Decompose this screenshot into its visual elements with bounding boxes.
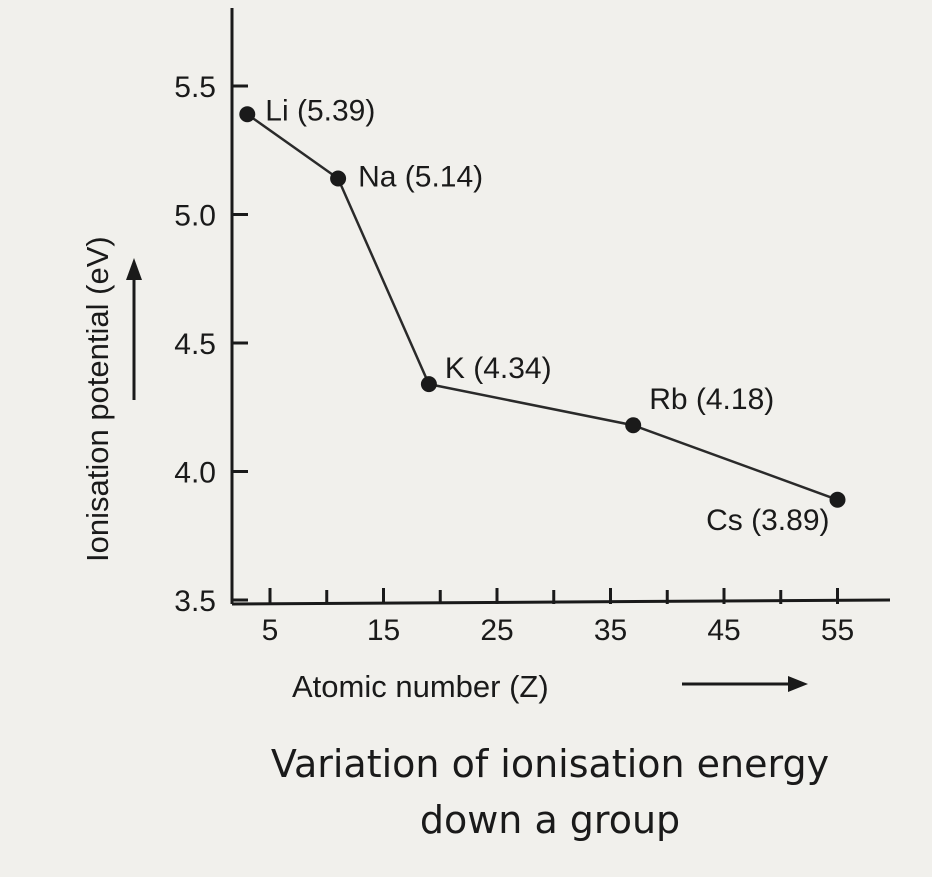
- y-ticks: 3.5 4.0 4.5 5.0 5.5: [174, 71, 248, 618]
- data-point-label: K (4.34): [445, 352, 552, 385]
- y-tick-label: 5.5: [174, 71, 216, 104]
- data-point: [625, 417, 642, 434]
- point-labels: Li (5.39) Na (5.14) K (4.34) Rb (4.18) Cs (3…: [265, 94, 829, 537]
- x-ticks: 5 15 25 35 45 55: [262, 588, 854, 647]
- caption-line-2: down a group: [419, 798, 681, 842]
- line-chart: 5 15 25 35 45 55 3.5 4.0 4.5 5.0 5.5 Li (5.39) Na …: [80, 8, 891, 704]
- x-tick-label: 55: [821, 614, 854, 647]
- data-point: [420, 376, 437, 393]
- data-point-label: Li (5.39): [265, 94, 375, 127]
- caption-line-1: Variation of ionisation energy: [270, 742, 830, 786]
- x-tick-label: 25: [480, 614, 513, 647]
- data-point-label: Na (5.14): [358, 161, 483, 194]
- x-axis-title: Atomic number (Z): [292, 669, 549, 704]
- y-tick-label: 3.5: [174, 585, 216, 618]
- data-point: [330, 170, 347, 187]
- x-axis-line: [231, 598, 891, 606]
- y-tick-label: 4.0: [174, 457, 216, 490]
- data-point: [829, 491, 846, 508]
- x-axis-arrow-icon: [682, 676, 808, 692]
- x-tick-label: 45: [707, 614, 740, 647]
- x-tick-label: 5: [262, 614, 279, 647]
- chart-caption: Variation of ionisation energy down a gr…: [180, 736, 920, 848]
- y-axis-title: Ionisation potential (eV): [80, 236, 115, 562]
- x-tick-label: 35: [594, 614, 627, 647]
- data-point: [239, 106, 256, 123]
- series: [239, 106, 846, 508]
- x-tick-label: 15: [367, 614, 400, 647]
- y-axis-arrow-icon: [126, 258, 142, 400]
- data-point-label: Cs (3.89): [706, 504, 829, 537]
- y-tick-label: 4.5: [174, 328, 216, 361]
- y-tick-label: 5.0: [174, 200, 216, 233]
- data-point-label: Rb (4.18): [649, 383, 774, 416]
